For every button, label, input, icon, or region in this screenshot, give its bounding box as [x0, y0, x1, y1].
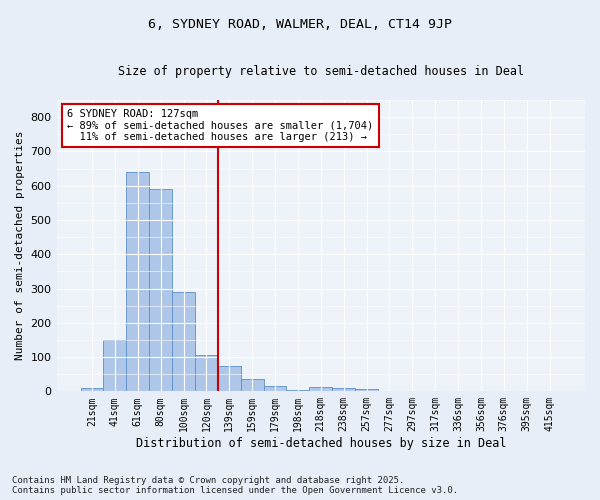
Bar [310, 387, 332, 392]
Text: 6 SYDNEY ROAD: 127sqm
← 89% of semi-detached houses are smaller (1,704)
  11% of: 6 SYDNEY ROAD: 127sqm ← 89% of semi-deta… [67, 108, 373, 142]
Bar [241, 380, 263, 392]
X-axis label: Distribution of semi-detached houses by size in Deal: Distribution of semi-detached houses by … [136, 437, 506, 450]
Text: 6, SYDNEY ROAD, WALMER, DEAL, CT14 9JP: 6, SYDNEY ROAD, WALMER, DEAL, CT14 9JP [148, 18, 452, 30]
Text: Contains HM Land Registry data © Crown copyright and database right 2025.
Contai: Contains HM Land Registry data © Crown c… [12, 476, 458, 495]
Bar [355, 389, 378, 392]
Bar [80, 388, 103, 392]
Y-axis label: Number of semi-detached properties: Number of semi-detached properties [15, 131, 25, 360]
Bar [218, 366, 241, 392]
Bar [263, 386, 286, 392]
Bar [149, 189, 172, 392]
Bar [195, 356, 218, 392]
Bar [127, 172, 149, 392]
Bar [332, 388, 355, 392]
Bar [286, 390, 310, 392]
Bar [172, 292, 195, 392]
Title: Size of property relative to semi-detached houses in Deal: Size of property relative to semi-detach… [118, 65, 524, 78]
Bar [103, 340, 127, 392]
